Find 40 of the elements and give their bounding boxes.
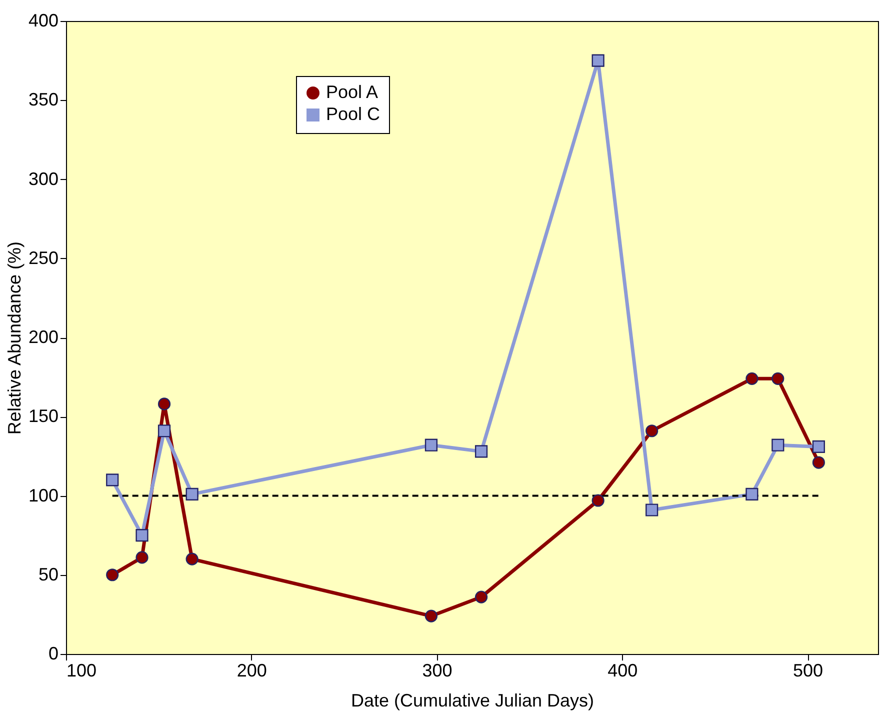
point [474,590,488,604]
y-tick-label: 250 [28,248,58,268]
y-tick-label: 350 [28,90,58,110]
y-tick-label: 100 [28,485,58,506]
point [592,494,604,507]
x-tick-label: 200 [236,660,267,680]
x-tick-label: 400 [608,660,638,680]
point [772,438,784,452]
point [424,438,438,452]
point [646,504,658,516]
point [746,372,758,385]
y-tick-label: 400 [28,10,58,30]
point [474,445,488,458]
point [772,372,784,385]
point [158,424,171,438]
legend-label: Pool A [326,82,378,102]
point [592,54,604,67]
point [158,398,171,410]
y-tick-label: 300 [28,168,58,189]
x-tick-label: 500 [793,660,824,680]
point [646,424,658,438]
point [746,488,758,500]
point [812,456,825,469]
point [136,529,148,542]
x-axis-title: Date (Cumulative Julian Days) [350,690,594,710]
x-tick-label: 300 [422,660,452,680]
legend-label: Pool C [326,104,380,124]
point [186,488,198,500]
point [136,551,148,564]
y-tick-label: 150 [28,406,58,426]
y-tick-label: 200 [28,327,58,347]
y-tick-label: 50 [38,564,58,584]
y-tick-label: 0 [48,644,58,664]
point [106,568,119,582]
point [106,474,119,486]
point [812,440,825,453]
y-axis-title: Relative Abundance (%) [4,241,24,435]
x-tick-label: 100 [66,660,97,680]
point [186,552,198,566]
point [424,610,438,622]
